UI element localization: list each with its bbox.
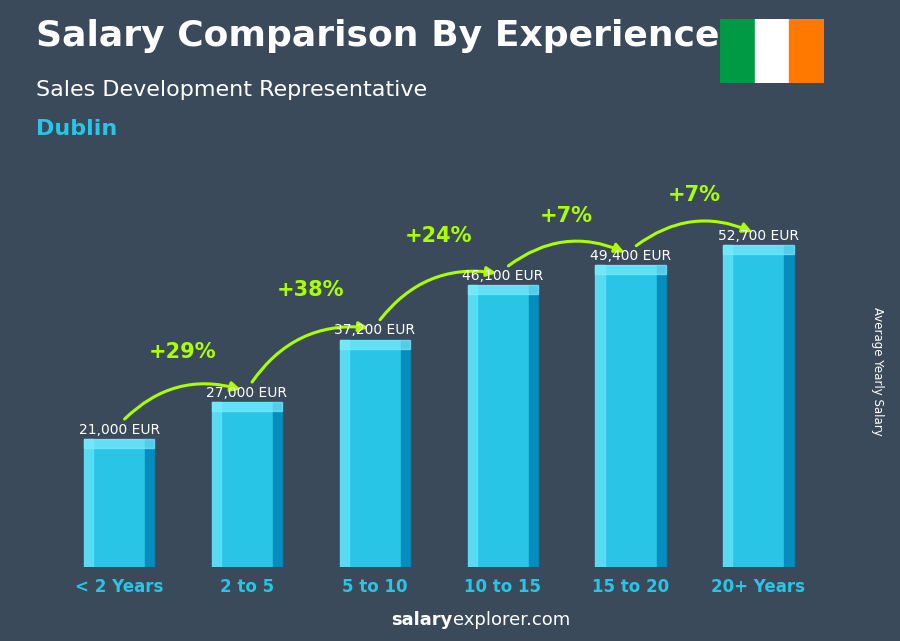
Text: salary: salary	[392, 612, 453, 629]
Text: +24%: +24%	[405, 226, 472, 246]
Bar	[724, 245, 794, 567]
Text: Salary Comparison By Experience: Salary Comparison By Experience	[36, 19, 719, 53]
Text: 49,400 EUR: 49,400 EUR	[590, 249, 671, 263]
FancyArrowPatch shape	[380, 268, 493, 320]
Text: explorer.com: explorer.com	[453, 612, 570, 629]
Text: +7%: +7%	[540, 206, 593, 226]
Text: 52,700 EUR: 52,700 EUR	[718, 229, 799, 243]
Bar	[467, 285, 538, 567]
Bar	[339, 340, 410, 567]
Bar	[212, 402, 282, 411]
Bar	[754, 19, 789, 83]
Bar	[657, 265, 666, 567]
Text: +29%: +29%	[149, 342, 217, 362]
Bar	[84, 439, 154, 447]
Text: +38%: +38%	[277, 280, 345, 300]
Bar	[528, 285, 538, 567]
Bar	[785, 245, 794, 567]
Text: 21,000 EUR: 21,000 EUR	[78, 422, 159, 437]
Bar	[720, 19, 754, 83]
Bar	[789, 19, 824, 83]
Text: Average Yearly Salary: Average Yearly Salary	[871, 308, 884, 436]
Bar	[84, 439, 93, 567]
Bar	[467, 285, 538, 294]
Text: +7%: +7%	[668, 185, 721, 205]
Bar	[212, 402, 220, 567]
FancyArrowPatch shape	[636, 221, 749, 246]
Bar	[145, 439, 154, 567]
Bar	[339, 340, 349, 567]
Bar	[724, 245, 794, 254]
Bar	[596, 265, 666, 274]
FancyArrowPatch shape	[508, 241, 621, 266]
Bar	[467, 285, 477, 567]
Bar	[596, 265, 666, 567]
Text: 46,100 EUR: 46,100 EUR	[462, 269, 544, 283]
Bar	[273, 402, 282, 567]
Text: 37,200 EUR: 37,200 EUR	[334, 324, 415, 337]
FancyArrowPatch shape	[252, 323, 365, 382]
Text: Sales Development Representative: Sales Development Representative	[36, 80, 428, 100]
Bar	[212, 402, 282, 567]
Bar	[596, 265, 605, 567]
Text: 27,000 EUR: 27,000 EUR	[206, 386, 287, 400]
Bar	[339, 340, 410, 349]
Bar	[400, 340, 410, 567]
Bar	[84, 439, 154, 567]
Text: Dublin: Dublin	[36, 119, 117, 138]
Bar	[724, 245, 733, 567]
FancyArrowPatch shape	[124, 383, 238, 419]
